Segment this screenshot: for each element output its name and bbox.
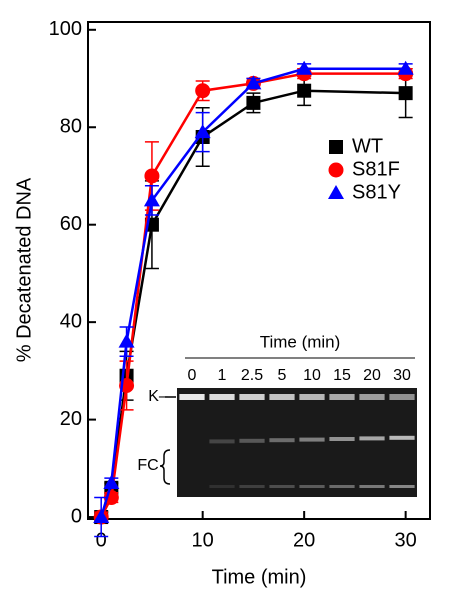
- y-tick-label: 0: [71, 505, 82, 527]
- inset-title: Time (min): [260, 332, 341, 351]
- gel-band: [299, 485, 325, 488]
- lane-label: 30: [393, 367, 411, 384]
- legend-marker: [328, 185, 344, 199]
- point: [194, 124, 211, 139]
- x-tick-label: 10: [192, 529, 214, 551]
- point: [296, 60, 313, 75]
- legend-label: S81Y: [352, 181, 401, 203]
- gel-band: [179, 394, 205, 400]
- x-axis-label: Time (min): [212, 566, 307, 588]
- gel-band: [239, 485, 265, 488]
- series-line: [99, 67, 406, 518]
- x-tick-label: 20: [293, 529, 315, 551]
- point: [143, 192, 160, 207]
- point: [398, 86, 413, 101]
- legend-label: WT: [352, 135, 383, 157]
- gel-band: [239, 438, 265, 443]
- lane-label: 1: [218, 367, 227, 384]
- point: [246, 95, 261, 110]
- point: [118, 333, 135, 348]
- gel-band: [269, 438, 295, 443]
- gel-band: [329, 485, 355, 488]
- point: [397, 60, 414, 75]
- gel-band: [359, 485, 385, 488]
- x-tick-label: 30: [395, 529, 417, 551]
- point: [195, 83, 211, 99]
- gel-band: [389, 485, 415, 488]
- lane-label: 0: [188, 367, 197, 384]
- point: [245, 75, 262, 90]
- x-tick-label: 0: [96, 529, 107, 551]
- y-tick-label: 100: [49, 18, 82, 40]
- gel-band: [269, 394, 295, 400]
- lane-label: 5: [278, 367, 287, 384]
- gel-band: [329, 394, 355, 400]
- gel-band: [209, 439, 235, 444]
- y-tick-label: 60: [60, 213, 82, 235]
- gel-band: [209, 485, 235, 488]
- legend-marker: [329, 140, 343, 154]
- legend-label: S81F: [352, 158, 400, 180]
- gel-band: [239, 394, 265, 400]
- y-tick-label: 80: [60, 116, 82, 138]
- lane-label: 2.5: [241, 367, 263, 384]
- point: [144, 168, 160, 184]
- point: [93, 509, 110, 524]
- lane-label: 10: [303, 367, 321, 384]
- plot-frame: [87, 21, 431, 520]
- y-tick-label: 20: [60, 408, 82, 430]
- y-axis-label: % Decatenated DNA: [13, 177, 35, 362]
- inset-gel: Time (min) K– FC 0 1 2.5 5 10 15 20 30: [137, 332, 417, 497]
- gel-band: [359, 394, 385, 400]
- series-line: [100, 72, 406, 518]
- gel-band: [299, 437, 325, 442]
- point: [103, 474, 120, 489]
- gel-band: [299, 394, 325, 400]
- gel-band: [269, 485, 295, 488]
- gel-label: FC: [137, 457, 158, 474]
- gel-image: [177, 388, 417, 497]
- legend-marker: [328, 162, 344, 178]
- gel-band: [389, 435, 415, 440]
- gel-band: [389, 394, 415, 400]
- bracket: [159, 449, 171, 485]
- lane-label: 15: [333, 367, 351, 384]
- gel-band: [329, 437, 355, 441]
- y-tick-label: 40: [60, 310, 82, 332]
- gel-label: K–: [148, 388, 168, 405]
- lane-label: 20: [363, 367, 381, 384]
- point: [297, 83, 312, 98]
- gel-band: [359, 436, 385, 441]
- gel-band: [209, 394, 235, 400]
